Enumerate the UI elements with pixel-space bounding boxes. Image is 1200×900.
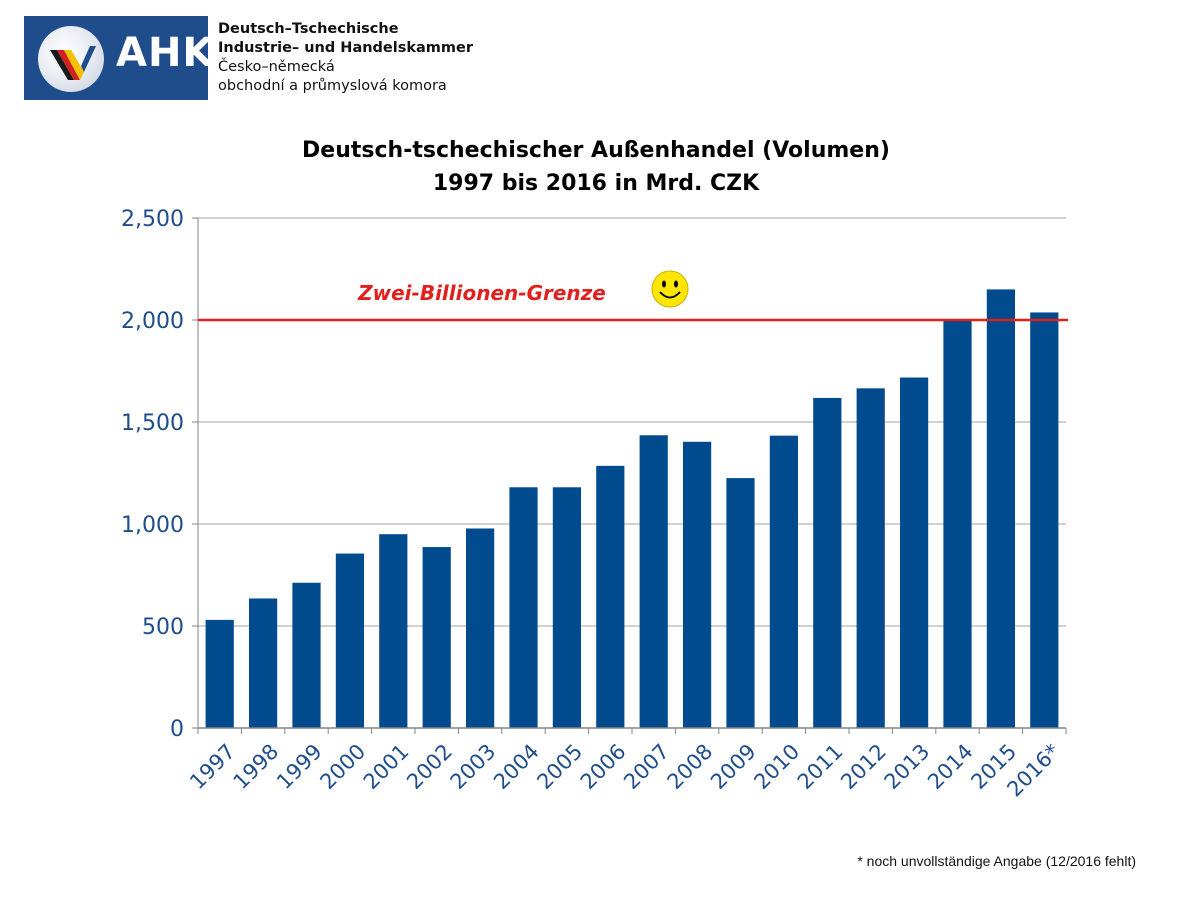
y-tick-label: 1,000 [121, 513, 184, 538]
smiley-face-icon [651, 270, 689, 308]
bar-2006 [596, 465, 625, 728]
logo-line-2: Industrie– und Handelskammer [218, 40, 473, 56]
x-tick-label: 2000 [315, 739, 370, 794]
x-tick-label: 2008 [663, 739, 718, 794]
x-tick-label: 2001 [359, 739, 414, 794]
logo-line-1: Deutsch–Tschechische [218, 21, 399, 37]
y-tick-label: 2,000 [121, 309, 184, 334]
bar-2007 [639, 435, 668, 728]
x-tick-label: 2005 [532, 739, 587, 794]
bar-2012 [856, 388, 885, 728]
logo-line-4: obchodní a průmyslová komora [218, 78, 447, 94]
chart-title-line-2: 1997 bis 2016 in Mrd. CZK [433, 171, 760, 196]
logo-text: Deutsch–Tschechische Industrie– und Hand… [218, 20, 473, 96]
x-tick-label: 2002 [402, 739, 457, 794]
x-axis [197, 727, 1067, 734]
grid-lines [198, 217, 1066, 627]
y-tick-label: 2,500 [121, 207, 184, 232]
bar-2004 [509, 487, 538, 728]
bar-1998 [248, 598, 278, 728]
bar-2011 [813, 397, 842, 728]
y-tick-label: 0 [170, 717, 184, 742]
x-tick-label: 2004 [489, 739, 544, 794]
bar-1997 [205, 619, 234, 728]
x-tick-label: 2009 [706, 739, 761, 794]
x-tick-label: 2011 [793, 739, 848, 794]
x-tick-label: 2006 [576, 739, 631, 794]
reference-line-group: Zwei-Billionen-Grenze [198, 270, 1068, 322]
logo-line-3: Česko–německá [218, 59, 335, 75]
x-tick-label: 2010 [749, 739, 804, 794]
bar-2002 [422, 547, 451, 728]
ahk-emblem-icon [38, 26, 104, 92]
x-tick-label: 2003 [446, 739, 501, 794]
bar-2010 [769, 435, 799, 728]
bar-2000 [335, 553, 365, 728]
bar-2008 [682, 441, 712, 728]
y-tick-label: 500 [142, 615, 184, 640]
bar-2009 [726, 478, 755, 728]
footnote: * noch unvollständige Angabe (12/2016 fe… [857, 853, 1136, 869]
x-tick-label: 1999 [272, 739, 327, 794]
x-tick-label: 2013 [880, 739, 935, 794]
logo-box: AHK [24, 16, 213, 100]
bar-1999 [292, 582, 321, 728]
x-axis-ticks: 1997199819992000200120022003200420052006… [185, 739, 1064, 801]
x-tick-label: 2014 [923, 739, 978, 794]
chart-title-line-1: Deutsch-tschechischer Außenhandel (Volum… [302, 138, 890, 163]
x-tick-label: 1998 [229, 739, 284, 794]
bar-2014 [943, 320, 972, 728]
bar-2015 [986, 289, 1016, 728]
logo-brand: AHK [116, 30, 215, 76]
x-tick-label: 2007 [619, 739, 674, 794]
bar-2016* [1030, 312, 1059, 728]
x-tick-label: 1997 [185, 739, 240, 794]
bars [205, 289, 1059, 728]
bar-2003 [465, 528, 495, 728]
bar-2013 [899, 377, 929, 728]
bar-2005 [552, 487, 582, 728]
ahk-logo: AHK Deutsch–Tschechische Industrie– und … [24, 16, 473, 100]
y-tick-label: 1,500 [121, 411, 184, 436]
reference-line-label: Zwei-Billionen-Grenze [357, 281, 606, 305]
x-tick-label: 2012 [836, 739, 891, 794]
y-axis-ticks: 0 500 1,000 1,500 2,000 2,500 [121, 207, 199, 742]
bar-2001 [379, 534, 408, 728]
